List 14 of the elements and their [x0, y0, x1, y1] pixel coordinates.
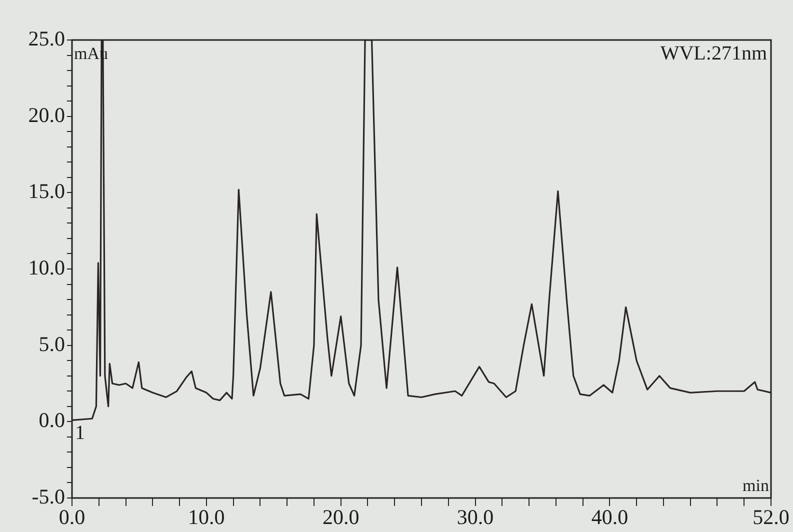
y-tick-label: 20.0: [28, 102, 65, 127]
y-tick-label: 0.0: [38, 408, 65, 432]
y-tick-label: 15.0: [28, 179, 65, 204]
annotation: WVL:271nm: [660, 42, 768, 64]
annotation: 1: [75, 422, 85, 444]
y-tick-label: 25.0: [28, 26, 65, 51]
y-tick-label: 5.0: [38, 332, 65, 356]
x-tick-label: 40.0: [591, 505, 628, 530]
x-tick-label: 52.0: [752, 505, 790, 530]
y-tick-label: 10.0: [28, 256, 65, 280]
x-tick-label: 20.0: [322, 505, 360, 530]
x-tick-label: 10.0: [188, 505, 225, 530]
x-axis-title: min: [742, 476, 770, 495]
x-tick-label: 30.0: [456, 505, 494, 530]
